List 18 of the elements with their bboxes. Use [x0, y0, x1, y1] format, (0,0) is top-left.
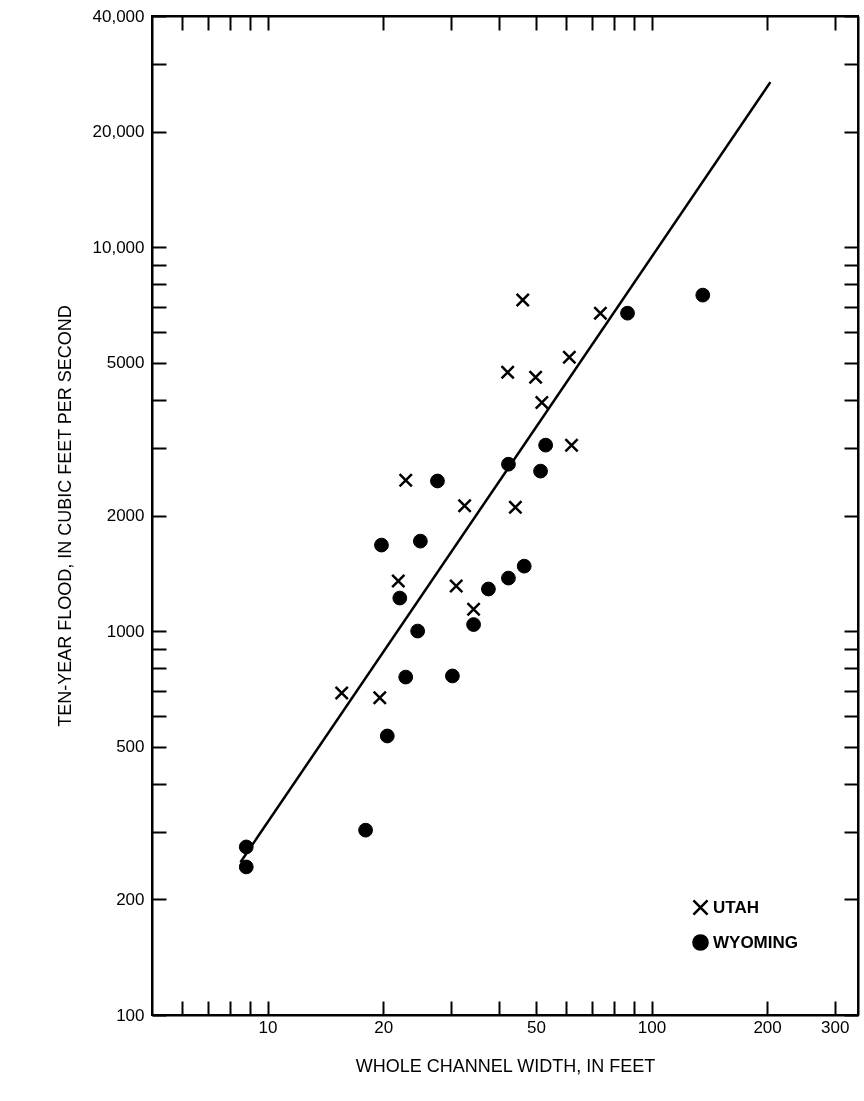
x-tick-label: 100 — [637, 1017, 667, 1037]
legend-label: WYOMING — [713, 932, 798, 952]
y-tick-label: 500 — [116, 737, 145, 757]
y-tick-label: 10,000 — [92, 237, 145, 257]
x-tick-label: 50 — [526, 1017, 546, 1037]
x-tick-label: 20 — [374, 1017, 394, 1037]
x-tick-label: 10 — [258, 1017, 278, 1037]
y-tick-label: 2000 — [106, 506, 145, 525]
x-tick-label: 200 — [753, 1017, 782, 1037]
legend-label: UTAH — [713, 897, 759, 917]
x-tick-label: 300 — [821, 1017, 850, 1037]
y-tick-label: 20,000 — [92, 122, 145, 142]
y-tick-label: 5000 — [106, 353, 145, 373]
y-tick-label: 200 — [116, 889, 145, 909]
x-axis-title: WHOLE CHANNEL WIDTH, IN FEET — [355, 1055, 656, 1076]
y-tick-label: 1000 — [106, 621, 145, 641]
y-tick-label: 40,000 — [92, 6, 145, 26]
y-axis-title: TEN-YEAR FLOOD, IN CUBIC FEET PER SECOND — [54, 305, 75, 727]
